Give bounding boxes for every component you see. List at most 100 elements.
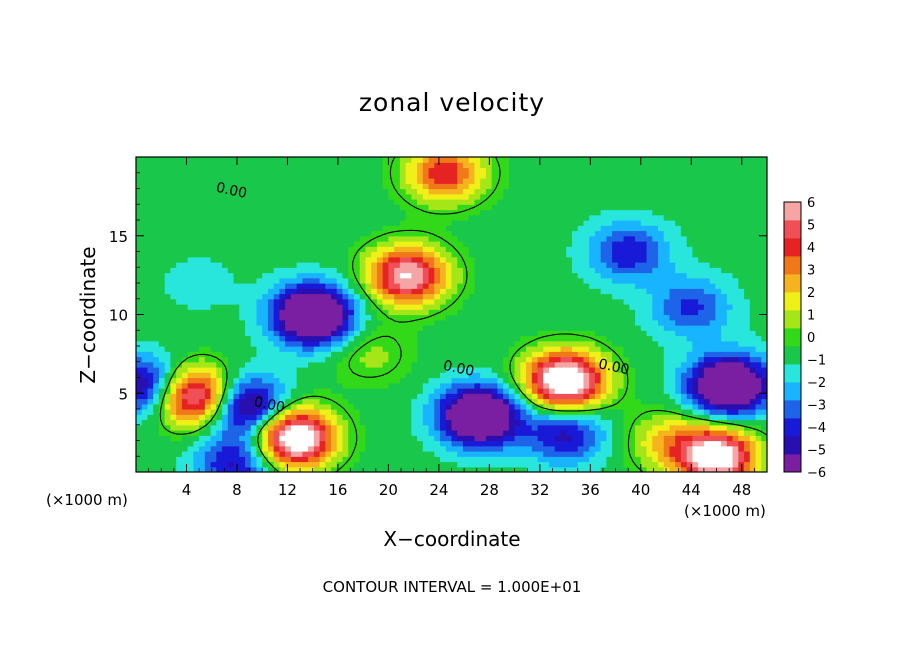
heatmap-cell xyxy=(365,314,372,321)
heatmap-cell xyxy=(388,251,395,258)
heatmap-cell xyxy=(302,398,309,405)
heatmap-cell xyxy=(629,293,636,300)
heatmap-cell xyxy=(457,277,464,284)
heatmap-cell xyxy=(589,361,596,368)
heatmap-cell xyxy=(199,419,206,426)
heatmap-cell xyxy=(382,293,389,300)
heatmap-cell xyxy=(204,283,212,289)
heatmap-cell xyxy=(514,241,521,247)
heatmap-cell xyxy=(531,325,539,331)
heatmap-cell xyxy=(445,288,453,295)
heatmap-cell xyxy=(658,419,665,426)
heatmap-cell xyxy=(394,346,401,352)
heatmap-cell xyxy=(417,309,424,316)
heatmap-cell xyxy=(376,461,384,468)
heatmap-cell xyxy=(514,246,521,253)
heatmap-cell xyxy=(250,304,258,310)
heatmap-cell xyxy=(244,267,252,274)
heatmap-cell xyxy=(250,325,258,331)
heatmap-cell xyxy=(480,419,487,426)
heatmap-cell xyxy=(136,235,143,242)
heatmap-cell xyxy=(560,382,567,389)
heatmap-cell xyxy=(365,393,372,400)
heatmap-cell xyxy=(285,230,292,237)
heatmap-cell xyxy=(554,367,562,373)
heatmap-cell xyxy=(675,351,682,358)
heatmap-cell xyxy=(451,466,458,472)
heatmap-cell xyxy=(474,319,481,326)
heatmap-cell xyxy=(738,451,745,457)
heatmap-cell xyxy=(709,330,716,337)
heatmap-cell xyxy=(485,325,493,331)
heatmap-cell xyxy=(147,309,154,316)
heatmap-cell xyxy=(187,262,194,268)
heatmap-cell xyxy=(153,319,160,326)
heatmap-cell xyxy=(176,351,183,358)
heatmap-cell xyxy=(204,288,212,295)
heatmap-cell xyxy=(325,361,332,368)
heatmap-cell xyxy=(480,309,487,316)
heatmap-cell xyxy=(686,246,694,253)
heatmap-cell xyxy=(348,382,355,389)
heatmap-cell xyxy=(514,298,521,305)
heatmap-cell xyxy=(331,456,338,463)
heatmap-cell xyxy=(239,445,246,452)
heatmap-cell xyxy=(233,325,240,331)
heatmap-cell xyxy=(302,356,309,363)
heatmap-cell xyxy=(457,414,464,421)
heatmap-cell xyxy=(640,435,648,442)
heatmap-cell xyxy=(187,461,194,468)
heatmap-cell xyxy=(141,435,149,442)
heatmap-cell xyxy=(239,451,246,457)
heatmap-cell xyxy=(359,267,367,274)
heatmap-cell xyxy=(440,372,447,379)
heatmap-cell xyxy=(462,409,470,415)
heatmap-cell xyxy=(187,246,194,253)
heatmap-cell xyxy=(394,430,401,436)
heatmap-cell xyxy=(520,388,527,394)
heatmap-cell xyxy=(612,251,619,258)
heatmap-cell xyxy=(606,346,613,352)
heatmap-cell xyxy=(537,461,544,468)
heatmap-cell xyxy=(531,246,539,253)
heatmap-cell xyxy=(348,304,355,310)
heatmap-cell xyxy=(554,424,562,431)
heatmap-cell xyxy=(147,398,154,405)
heatmap-cell xyxy=(348,403,355,410)
heatmap-cell xyxy=(485,293,493,300)
heatmap-cell xyxy=(554,419,562,426)
heatmap-cell xyxy=(164,314,172,321)
heatmap-cell xyxy=(222,398,229,405)
heatmap-cell xyxy=(250,367,258,373)
heatmap-cell xyxy=(382,461,389,468)
heatmap-cell xyxy=(594,419,602,426)
heatmap-cell xyxy=(549,346,556,352)
heatmap-cell xyxy=(497,445,504,452)
heatmap-cell xyxy=(480,293,487,300)
heatmap-cell xyxy=(652,272,659,279)
heatmap-cell xyxy=(359,330,367,337)
heatmap-cell xyxy=(405,430,412,436)
heatmap-cell xyxy=(394,235,401,242)
heatmap-cell xyxy=(325,372,332,379)
heatmap-cell xyxy=(388,288,395,295)
heatmap-cell xyxy=(623,372,630,379)
heatmap-cell xyxy=(136,283,143,289)
heatmap-cell xyxy=(210,235,217,242)
heatmap-cell xyxy=(313,445,321,452)
heatmap-cell xyxy=(233,414,240,421)
heatmap-cell xyxy=(669,445,676,452)
heatmap-cell xyxy=(491,435,498,442)
heatmap-cell xyxy=(308,304,315,310)
heatmap-cell xyxy=(491,356,498,363)
heatmap-cell xyxy=(176,267,183,274)
heatmap-cell xyxy=(204,335,212,342)
heatmap-cell xyxy=(652,414,659,421)
heatmap-cell xyxy=(376,361,384,368)
heatmap-cell xyxy=(537,424,544,431)
heatmap-cell xyxy=(279,235,286,242)
heatmap-cell xyxy=(514,445,521,452)
heatmap-cell xyxy=(440,241,447,247)
heatmap-cell xyxy=(508,246,516,253)
heatmap-cell xyxy=(319,330,326,337)
